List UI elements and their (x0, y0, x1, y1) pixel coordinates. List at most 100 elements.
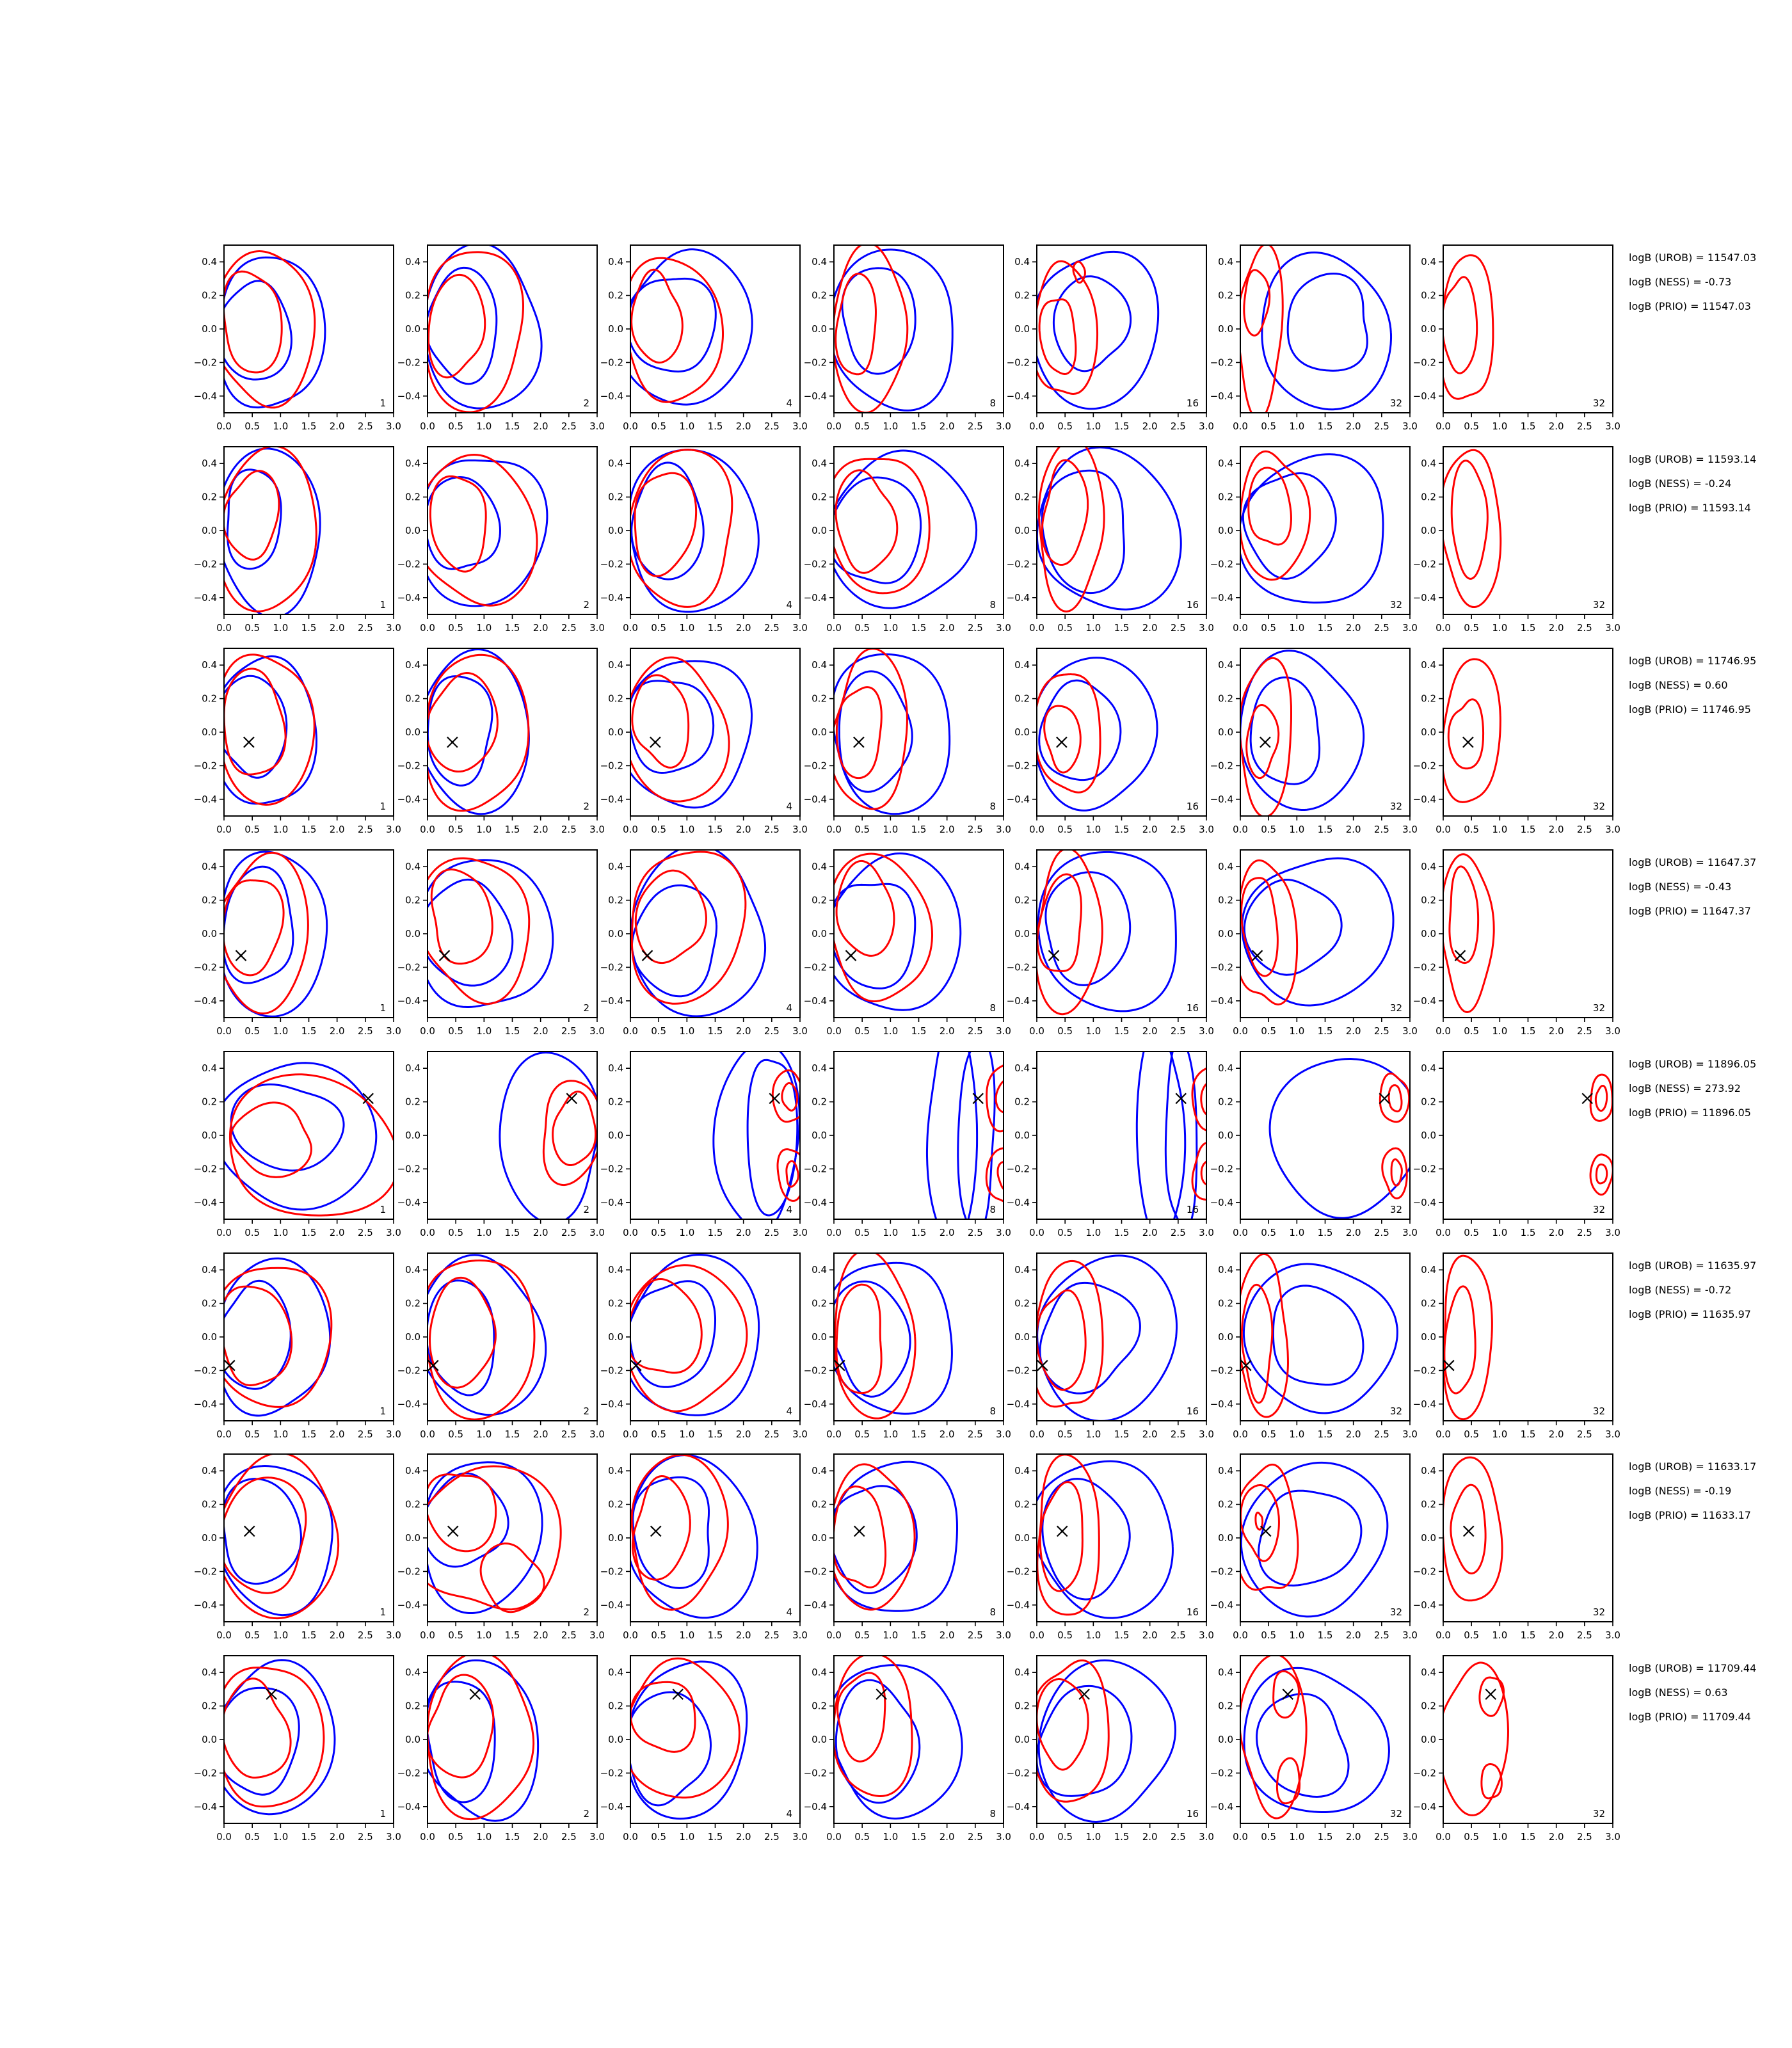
y-tick-label: −0.2 (397, 961, 420, 973)
x-tick-label: 1.5 (301, 1227, 317, 1238)
red-contour (631, 674, 690, 769)
x-tick-label: 0.0 (1436, 1831, 1451, 1843)
red-contour (427, 671, 499, 772)
panel-count-label: 4 (786, 397, 792, 409)
x-tick-label: 1.5 (301, 1428, 317, 1440)
subplot-r5-c4: 0.0 0.5 1.0 1.5 2.0 2.5 3.0 0.4 0.2 0.0 −0.2 −0.4 8 (803, 1050, 1011, 1238)
x-tick-label: 0.5 (854, 1428, 870, 1440)
red-contour (1037, 873, 1082, 972)
red-contour (1240, 450, 1311, 581)
red-contour (1443, 1254, 1493, 1420)
true-value-marker (438, 949, 450, 961)
x-tick-label: 0.5 (448, 824, 463, 835)
y-tick-label: −0.4 (194, 592, 217, 604)
true-value-marker (1175, 1092, 1187, 1104)
x-tick-label: 0.0 (1233, 1025, 1248, 1037)
axes-frame (1239, 1252, 1411, 1421)
x-tick-label: 0.5 (1057, 622, 1073, 634)
x-tick-label: 1.5 (504, 1428, 520, 1440)
y-tick-label: −0.2 (600, 1163, 623, 1174)
x-tick-label: 2.0 (1345, 1025, 1361, 1037)
x-tick-label: 2.0 (1549, 824, 1564, 835)
x-tick-label: 2.0 (939, 1428, 954, 1440)
x-tick-label: 3.0 (792, 1428, 808, 1440)
x-tick-label: 1.0 (1085, 622, 1101, 634)
red-contour (1037, 1678, 1089, 1771)
red-contour (1380, 1147, 1408, 1199)
blue-contour (224, 1478, 302, 1585)
y-tick-label: 0.2 (1218, 290, 1233, 301)
red-contour (1072, 260, 1086, 284)
x-tick-label: 2.0 (1345, 1831, 1361, 1843)
x-tick-label: 0.0 (623, 1227, 638, 1238)
axes-frame (1443, 1655, 1613, 1825)
y-tick-label: −0.4 (600, 390, 623, 402)
x-tick-label: 1.5 (1114, 824, 1130, 835)
contour-group (1037, 250, 1160, 410)
x-tick-label: 0.5 (651, 1629, 666, 1641)
logb-urob-label: logB (UROB) = 11746.95 (1629, 654, 1757, 667)
x-tick-label: 0.5 (1261, 1025, 1276, 1037)
x-tick-label: 0.5 (448, 1227, 463, 1238)
blue-contour (630, 1454, 758, 1619)
red-contour (224, 270, 283, 374)
x-tick-label: 3.0 (996, 420, 1011, 432)
subplot-r8-c7: 0.0 0.5 1.0 1.5 2.0 2.5 3.0 0.4 0.2 0.0 −0.2 −0.4 32 (1413, 1655, 1620, 1843)
red-contour (224, 653, 316, 806)
y-tick-label: 0.0 (1218, 1130, 1233, 1141)
x-tick-label: 1.5 (708, 622, 723, 634)
x-tick-label: 1.0 (1085, 824, 1101, 835)
panel-count-label: 8 (989, 1204, 996, 1215)
x-tick-label: 2.5 (967, 1227, 982, 1238)
x-tick-label: 0.5 (1261, 420, 1276, 432)
y-tick-label: −0.4 (803, 995, 826, 1006)
x-tick-label: 2.5 (561, 1227, 576, 1238)
blue-contour (925, 1051, 978, 1219)
contour-group (833, 245, 954, 413)
x-tick-label: 1.0 (1085, 1227, 1101, 1238)
x-tick-label: 1.0 (1492, 1629, 1507, 1641)
blue-contour (427, 858, 554, 1008)
subplot-r3-c1: 0.0 0.5 1.0 1.5 2.0 2.5 3.0 0.4 0.2 0.0 −0.2 −0.4 1 (194, 647, 401, 835)
x-tick-label: 2.5 (1373, 622, 1389, 634)
subplot-r1-c1: 0.0 0.5 1.0 1.5 2.0 2.5 3.0 0.4 0.2 0.0 −0.2 −0.4 1 (194, 244, 401, 432)
x-tick-label: 2.0 (736, 420, 751, 432)
red-contour (634, 472, 698, 577)
red-contour (430, 868, 493, 964)
panel-count-label: 4 (786, 801, 792, 812)
blue-contour (746, 1059, 799, 1217)
y-tick-label: −0.2 (194, 1566, 217, 1578)
blue-contour (1037, 1685, 1133, 1798)
y-tick-label: −0.4 (600, 592, 623, 604)
logb-urob-label: logB (UROB) = 11633.17 (1629, 1460, 1757, 1473)
y-tick-label: 0.0 (1218, 525, 1233, 536)
panel-count-label: 32 (1593, 1606, 1605, 1618)
axes-frame (426, 445, 598, 615)
blue-contour (224, 447, 321, 614)
y-tick-label: −0.4 (1007, 794, 1030, 805)
true-value-marker (1251, 949, 1263, 961)
blue-contour (1240, 1462, 1388, 1618)
red-contour (228, 1073, 394, 1217)
x-tick-label: 3.0 (1605, 1025, 1620, 1037)
logb-prio-label: logB (PRIO) = 11635.97 (1629, 1308, 1751, 1320)
x-tick-label: 3.0 (1605, 420, 1620, 432)
y-tick-label: 0.4 (608, 1062, 623, 1074)
blue-contour (1240, 453, 1384, 604)
red-contour (781, 1082, 799, 1112)
true-value-marker (235, 949, 247, 961)
x-tick-label: 0.5 (1464, 420, 1479, 432)
x-tick-label: 0.5 (1464, 1227, 1479, 1238)
y-tick-label: −0.4 (600, 1196, 623, 1208)
blue-contour (1243, 1667, 1390, 1814)
x-tick-label: 1.0 (883, 622, 898, 634)
x-tick-label: 1.0 (273, 1227, 288, 1238)
y-tick-label: −0.4 (1210, 1398, 1233, 1409)
subplot-r6-c3: 0.0 0.5 1.0 1.5 2.0 2.5 3.0 0.4 0.2 0.0 −0.2 −0.4 4 (600, 1252, 808, 1440)
blue-contour (1286, 273, 1368, 372)
panel-count-label: 2 (583, 1204, 589, 1215)
red-contour (835, 860, 895, 957)
blue-contour (224, 1659, 336, 1816)
contour-group (427, 857, 554, 1008)
blue-contour (1260, 252, 1392, 411)
